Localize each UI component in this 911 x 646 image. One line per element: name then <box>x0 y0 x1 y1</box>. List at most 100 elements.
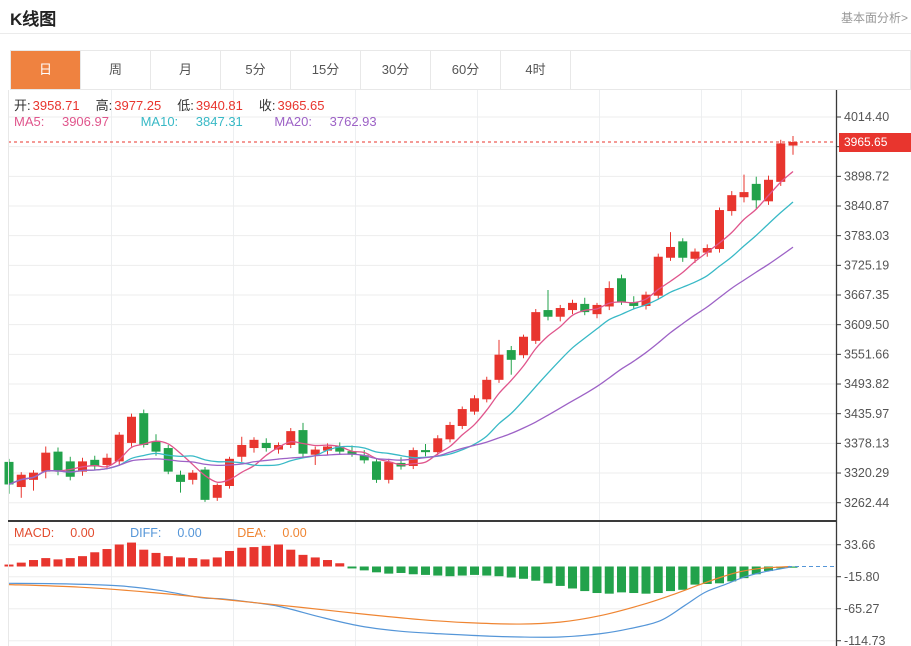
candle-body <box>421 450 430 453</box>
macd-bar <box>53 559 63 567</box>
y-axis-tick-label: 3667.35 <box>844 288 889 302</box>
tab-5min[interactable]: 5分 <box>221 51 291 89</box>
ma-readout: MA5: 3906.97 MA10: 3847.31 MA20: 3762.93 <box>14 114 405 129</box>
y-axis-tick-label: -65.27 <box>844 602 879 616</box>
macd-bar <box>470 566 479 575</box>
macd-bar <box>788 566 798 568</box>
candle-body <box>212 484 222 498</box>
y-axis-tick-label: 4014.40 <box>844 110 889 124</box>
candle-body <box>102 457 112 465</box>
candle-body <box>666 246 675 258</box>
macd-bar <box>519 566 528 579</box>
candle-body <box>494 354 504 380</box>
macd-bar <box>457 566 467 576</box>
macd-bar <box>298 554 308 567</box>
candle-body <box>114 434 124 462</box>
macd-bar <box>127 542 136 567</box>
macd-bar <box>249 547 259 567</box>
candle-body <box>715 210 724 250</box>
ohlc-readout: 开: 3958.71 高: 3977.25 低: 3940.81 收: 3965.65 <box>14 95 341 114</box>
candle-body <box>506 350 516 360</box>
candle-body <box>16 474 26 488</box>
dea-value-readout: DEA: 0.00 <box>237 526 307 540</box>
tab-week[interactable]: 周 <box>81 51 151 89</box>
macd-bar <box>16 562 26 567</box>
candle-body <box>568 302 577 311</box>
macd-bar <box>90 552 100 567</box>
low-value: 3940.81 <box>195 98 243 113</box>
ma10-line <box>8 201 794 486</box>
macd-bar <box>29 560 38 567</box>
close-label: 收: <box>258 98 276 113</box>
header-divider <box>0 33 911 34</box>
tab-15min[interactable]: 15分 <box>291 51 361 89</box>
macd-bar <box>139 549 149 567</box>
tab-day[interactable]: 日 <box>11 51 81 89</box>
macd-bar <box>200 559 210 567</box>
macd-bar <box>163 556 173 567</box>
candle-body <box>310 449 320 455</box>
macd-bar <box>261 545 271 567</box>
y-axis-tick-label: 3493.82 <box>844 377 889 391</box>
y-axis-tick-label: -15.80 <box>844 570 879 584</box>
candle-body <box>188 472 198 480</box>
macd-bar <box>739 566 749 579</box>
macd-bar <box>65 558 75 567</box>
candle-body <box>200 469 210 500</box>
tab-60min[interactable]: 60分 <box>431 51 501 89</box>
page-title: K线图 <box>10 10 57 29</box>
ma10-readout: MA10: 3847.31 <box>140 114 243 129</box>
candle-body <box>176 474 185 482</box>
y-axis-tick-label: 3840.87 <box>844 199 889 213</box>
candle-body <box>433 438 443 453</box>
macd-readout: MACD: 0.00 DIFF: 0.00 DEA: 0.00 <box>14 526 339 540</box>
candle-body <box>751 183 761 201</box>
diff-value-readout: DIFF: 0.00 <box>130 526 202 540</box>
y-axis-tick-label: 33.66 <box>844 538 875 552</box>
candle-body <box>90 459 100 467</box>
macd-bar <box>274 544 283 567</box>
open-value: 3958.71 <box>32 98 80 113</box>
macd-bar <box>433 566 443 576</box>
candle-body <box>53 451 63 471</box>
tab-30min[interactable]: 30分 <box>361 51 431 89</box>
y-axis-tick-label: 3551.66 <box>844 348 889 362</box>
candle-body <box>678 241 688 258</box>
tab-month[interactable]: 月 <box>151 51 221 89</box>
ma20-readout: MA20: 3762.93 <box>274 114 377 129</box>
candle-body <box>482 379 492 400</box>
candle-body <box>445 424 455 440</box>
macd-bar <box>653 566 663 594</box>
macd-bar <box>176 557 185 567</box>
macd-bar <box>396 566 406 573</box>
macd-bar <box>568 566 577 589</box>
interval-tab-bar: 日 周 月 5分 15分 30分 60分 4时 <box>10 50 911 90</box>
open-label: 开: <box>14 98 31 113</box>
y-axis-tick-label: 3725.19 <box>844 259 889 273</box>
macd-value-readout: MACD: 0.00 <box>14 526 95 540</box>
candle-body <box>580 303 590 313</box>
candle-body <box>629 302 639 306</box>
macd-bar <box>114 544 124 567</box>
tab-4hour[interactable]: 4时 <box>501 51 571 89</box>
fundamental-analysis-link[interactable]: 基本面分析> <box>840 11 908 25</box>
macd-bar <box>715 566 724 584</box>
ma5-readout: MA5: 3906.97 <box>14 114 109 129</box>
candle-body <box>690 251 700 259</box>
candle-body <box>764 179 773 202</box>
macd-bar <box>531 566 541 581</box>
macd-bar <box>629 566 639 594</box>
macd-bar <box>41 558 51 567</box>
macd-bar <box>188 558 198 567</box>
candle-body <box>727 195 737 212</box>
macd-bar <box>310 557 320 567</box>
ma20-line <box>8 246 794 486</box>
candle-body <box>776 143 786 182</box>
macd-bar <box>764 566 773 572</box>
candle-body <box>604 288 614 307</box>
macd-bar <box>286 549 296 567</box>
y-axis-tick-label: 3262.44 <box>844 496 889 510</box>
candle-body <box>519 336 528 356</box>
